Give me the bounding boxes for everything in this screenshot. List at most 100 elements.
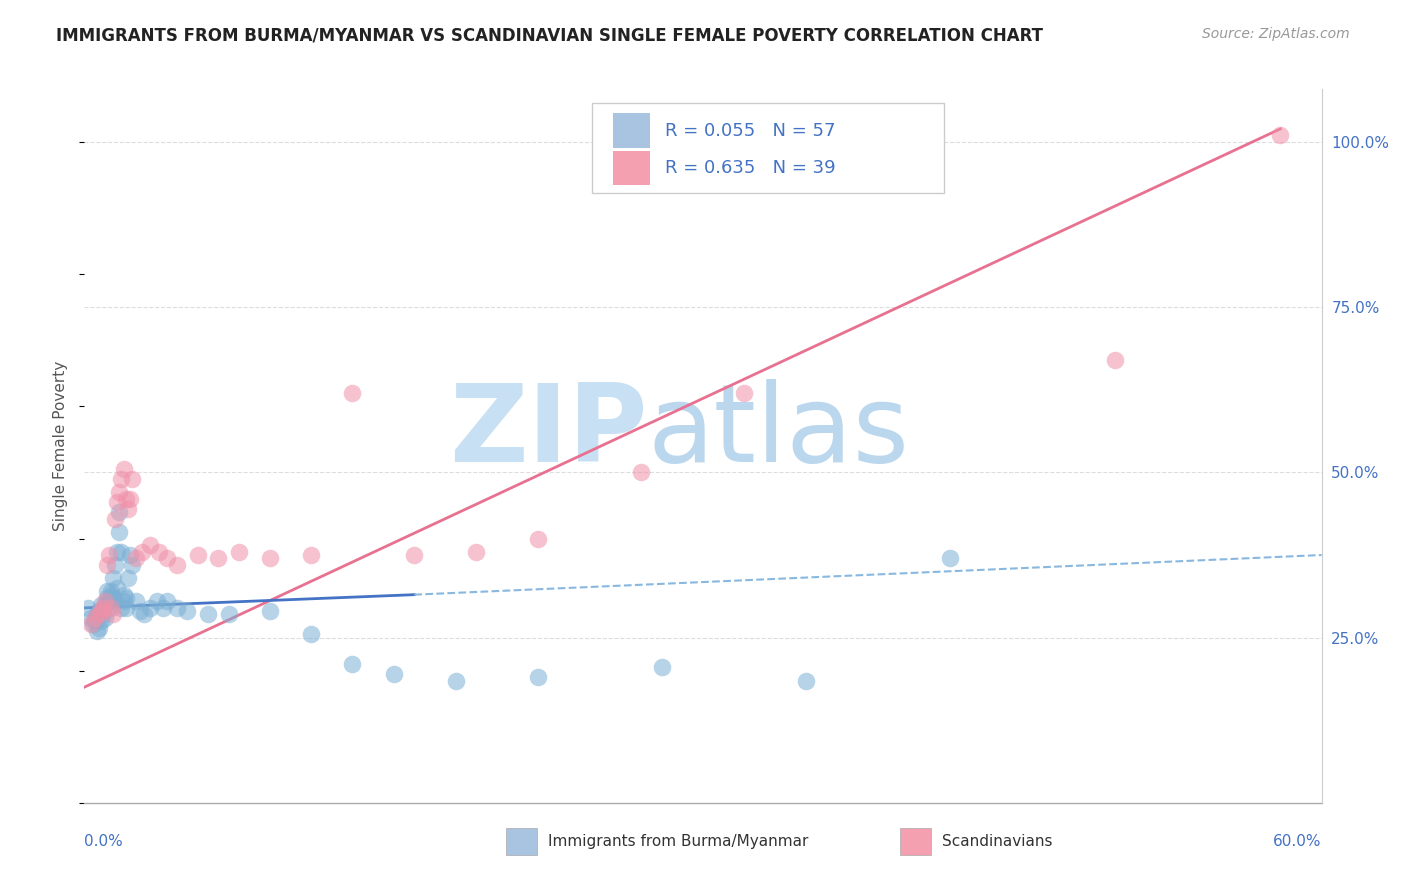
Point	[94, 594, 117, 608]
Point	[114, 591, 136, 605]
Point	[100, 600, 122, 615]
Point	[382, 667, 405, 681]
Point	[83, 611, 105, 625]
Text: 60.0%: 60.0%	[1274, 834, 1322, 849]
Point	[733, 386, 755, 401]
Point	[299, 548, 322, 562]
Point	[342, 657, 364, 671]
Point	[103, 591, 125, 605]
Point	[187, 548, 209, 562]
Point	[114, 491, 136, 506]
Point	[112, 594, 135, 608]
Point	[105, 545, 128, 559]
Point	[79, 611, 101, 625]
Point	[121, 558, 143, 572]
Point	[134, 607, 156, 622]
Point	[94, 611, 117, 625]
Point	[90, 598, 112, 612]
Point	[197, 607, 219, 622]
Point	[91, 607, 114, 622]
Point	[104, 511, 127, 525]
Point	[156, 551, 179, 566]
Point	[939, 551, 962, 566]
Point	[299, 627, 322, 641]
Point	[108, 524, 131, 539]
Point	[82, 617, 104, 632]
Text: ZIP: ZIP	[449, 379, 647, 484]
Point	[90, 614, 112, 628]
Point	[79, 617, 101, 632]
Text: R = 0.055   N = 57: R = 0.055 N = 57	[665, 121, 835, 139]
Point	[444, 673, 467, 688]
Point	[112, 588, 135, 602]
Point	[527, 532, 550, 546]
Point	[110, 472, 132, 486]
Point	[152, 600, 174, 615]
Point	[342, 386, 364, 401]
Point	[96, 584, 118, 599]
Point	[98, 594, 121, 608]
Point	[218, 607, 240, 622]
Text: Scandinavians: Scandinavians	[942, 834, 1053, 848]
Point	[166, 600, 188, 615]
Point	[100, 588, 122, 602]
Point	[114, 600, 136, 615]
Point	[117, 501, 139, 516]
Point	[259, 551, 281, 566]
Text: Immigrants from Burma/Myanmar: Immigrants from Burma/Myanmar	[548, 834, 808, 848]
Bar	[613, 113, 650, 148]
Point	[117, 571, 139, 585]
Point	[86, 607, 108, 622]
Point	[118, 491, 141, 506]
Point	[100, 584, 122, 599]
Point	[207, 551, 229, 566]
Point	[118, 548, 141, 562]
Text: atlas: atlas	[647, 379, 910, 484]
Point	[77, 600, 100, 615]
Point	[131, 545, 153, 559]
Point	[103, 571, 125, 585]
Point	[104, 558, 127, 572]
Point	[105, 581, 128, 595]
Point	[145, 594, 167, 608]
Point	[103, 607, 125, 622]
Point	[794, 673, 817, 688]
Point	[815, 161, 838, 176]
Point	[96, 591, 118, 605]
Text: Source: ZipAtlas.com: Source: ZipAtlas.com	[1202, 27, 1350, 41]
Point	[94, 598, 117, 612]
Bar	[613, 151, 650, 185]
Point	[630, 466, 652, 480]
Text: IMMIGRANTS FROM BURMA/MYANMAR VS SCANDINAVIAN SINGLE FEMALE POVERTY CORRELATION : IMMIGRANTS FROM BURMA/MYANMAR VS SCANDIN…	[56, 27, 1043, 45]
Point	[1270, 128, 1292, 143]
Point	[108, 485, 131, 500]
Point	[139, 600, 162, 615]
Point	[108, 505, 131, 519]
Point	[83, 614, 105, 628]
Point	[112, 462, 135, 476]
Point	[87, 604, 110, 618]
Point	[129, 604, 152, 618]
Point	[156, 594, 179, 608]
Point	[110, 545, 132, 559]
Point	[104, 594, 127, 608]
Text: 0.0%: 0.0%	[84, 834, 124, 849]
Point	[527, 670, 550, 684]
Text: R = 0.635   N = 39: R = 0.635 N = 39	[665, 159, 835, 177]
Point	[91, 600, 114, 615]
Point	[404, 548, 426, 562]
Point	[96, 558, 118, 572]
Point	[465, 545, 488, 559]
Point	[90, 604, 112, 618]
Point	[121, 472, 143, 486]
Point	[87, 621, 110, 635]
Point	[125, 551, 148, 566]
Point	[259, 604, 281, 618]
Point	[91, 600, 114, 615]
Point	[651, 660, 673, 674]
Point	[86, 624, 108, 638]
FancyBboxPatch shape	[592, 103, 945, 193]
Point	[228, 545, 250, 559]
Point	[166, 558, 188, 572]
Point	[98, 600, 121, 615]
